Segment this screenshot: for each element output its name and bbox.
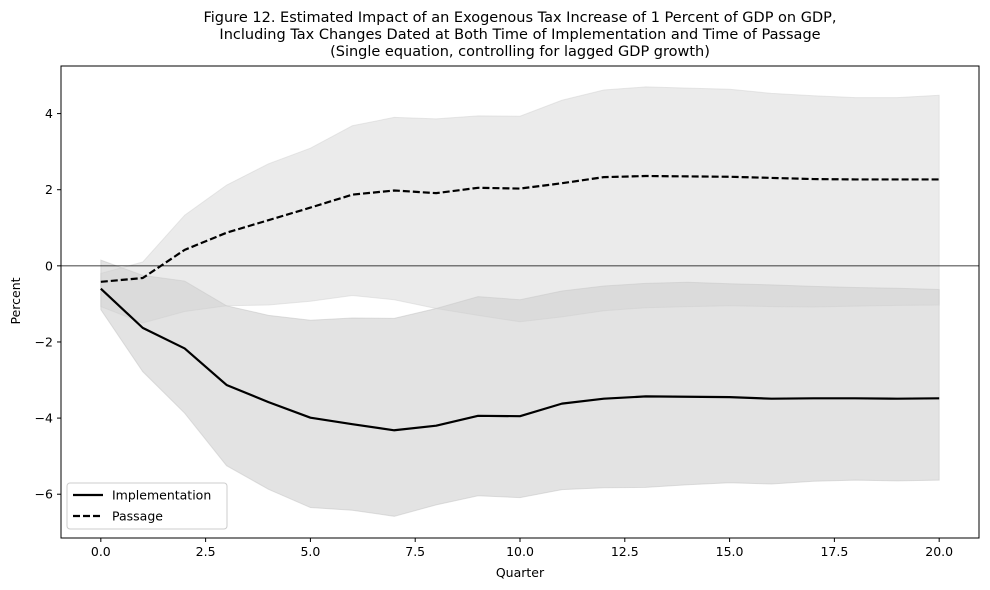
legend-passage-label: Passage [112, 509, 163, 524]
chart-title-line-1: Figure 12. Estimated Impact of an Exogen… [203, 10, 836, 26]
confidence-bands [100, 86, 940, 517]
y-tick-label: 0 [45, 258, 53, 273]
x-axis: 0.0 2.5 5.0 7.5 10.0 12.5 15.0 17.5 20.0 [91, 538, 953, 559]
implementation-line [100, 287, 940, 432]
implementation-confidence-band [100, 259, 940, 517]
passage-confidence-band [100, 86, 940, 324]
x-tick-label: 15.0 [716, 544, 744, 559]
y-axis-label: Percent [8, 277, 23, 324]
y-axis: −6 −4 −2 0 2 4 [35, 106, 61, 502]
chart-title-line-3: (Single equation, controlling for lagged… [330, 44, 710, 60]
x-tick-label: 17.5 [820, 544, 848, 559]
x-tick-label: 10.0 [506, 544, 534, 559]
y-tick-label: −6 [35, 487, 53, 502]
x-tick-label: 0.0 [91, 544, 111, 559]
x-tick-label: 5.0 [300, 544, 320, 559]
legend: Implementation Passage [66, 482, 228, 530]
y-tick-label: 4 [45, 106, 53, 121]
x-tick-label: 20.0 [925, 544, 953, 559]
y-tick-label: −2 [35, 334, 53, 349]
y-tick-label: −4 [35, 411, 53, 426]
legend-implementation-label: Implementation [112, 488, 211, 503]
y-tick-label: 2 [45, 182, 53, 197]
x-axis-label: Quarter [496, 565, 545, 580]
series-lines [100, 174, 940, 432]
passage-line [100, 174, 940, 283]
chart-title-line-2: Including Tax Changes Dated at Both Time… [219, 27, 820, 43]
x-tick-label: 12.5 [611, 544, 639, 559]
chart-title: Figure 12. Estimated Impact of an Exogen… [203, 10, 836, 60]
legend-box [66, 482, 228, 530]
x-tick-label: 2.5 [196, 544, 216, 559]
x-tick-label: 7.5 [405, 544, 425, 559]
